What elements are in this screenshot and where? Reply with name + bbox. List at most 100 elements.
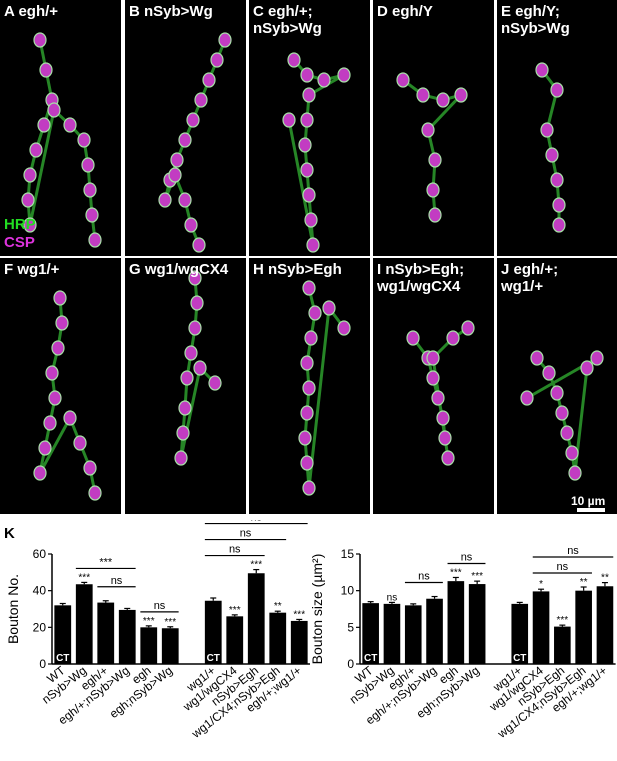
bouton [560, 425, 574, 441]
bouton [520, 390, 534, 406]
bouton [438, 430, 452, 446]
bouton [188, 270, 202, 286]
comparison-label: ns [154, 600, 166, 612]
bar [404, 605, 422, 664]
nmj-image [174, 270, 222, 466]
bouton [552, 197, 566, 213]
bouton [29, 142, 43, 158]
y-tick-label: 40 [33, 584, 47, 598]
bouton [317, 72, 331, 88]
bouton [298, 430, 312, 446]
micrograph-panel-e: E egh/Y; nSyb>Wg [497, 0, 617, 256]
panel-label-k: K [4, 525, 15, 542]
bouton [178, 400, 192, 416]
bouton [535, 62, 549, 78]
bouton [542, 365, 556, 381]
bouton [23, 167, 37, 183]
bouton [178, 192, 192, 208]
bouton [421, 122, 435, 138]
hrp-label: HRP [4, 216, 36, 233]
bouton [428, 152, 442, 168]
bouton [300, 162, 314, 178]
bouton [202, 72, 216, 88]
nmj-image [535, 62, 566, 233]
bouton [208, 375, 222, 391]
bouton [300, 112, 314, 128]
bouton [287, 52, 301, 68]
significance-label: * [539, 579, 543, 590]
bouton [441, 450, 455, 466]
micrograph-panel-d: D egh/Y [373, 0, 494, 256]
bar [247, 573, 265, 664]
bouton [158, 192, 172, 208]
comparison-label: ns [240, 528, 252, 540]
bouton [186, 112, 200, 128]
bouton [33, 32, 47, 48]
y-tick-label: 60 [33, 547, 47, 561]
ct-label: CT [364, 653, 377, 664]
bouton [170, 152, 184, 168]
significance-label: *** [557, 615, 569, 626]
micrograph-panel-h: H nSyb>Egh [249, 258, 370, 514]
bouton [304, 212, 318, 228]
micrograph-panel-j: J egh/+; wg1/+ 10 µm [497, 258, 617, 514]
comparison-label: ns [461, 551, 473, 563]
bouton [568, 465, 582, 481]
micrograph-panel-g: G wg1/wgCX4 [125, 258, 246, 514]
panel-label: H nSyb>Egh [253, 261, 342, 278]
panel-label: G wg1/wgCX4 [129, 261, 229, 278]
significance-label: *** [471, 571, 483, 582]
panel-label: C egh/+; nSyb>Wg [253, 3, 322, 37]
csp-label: CSP [4, 234, 35, 251]
nmj-image [33, 290, 102, 501]
micrograph-panel-f: F wg1/+ [0, 258, 121, 514]
bar [118, 609, 136, 664]
ct-label: CT [207, 653, 220, 664]
bar [54, 605, 72, 664]
bar [447, 581, 465, 664]
bouton [38, 440, 52, 456]
bouton [176, 425, 190, 441]
comparison-label: *** [99, 556, 113, 568]
bouton [73, 435, 87, 451]
bouton [306, 237, 320, 253]
bouton [461, 320, 475, 336]
panel-label: A egh/+ [4, 3, 59, 20]
y-axis-label: Bouton size (µm²) [309, 554, 325, 665]
bouton [190, 295, 204, 311]
bouton [436, 92, 450, 108]
bouton [545, 147, 559, 163]
bouton [180, 370, 194, 386]
comparison-label: ns [250, 520, 262, 524]
y-tick-label: 0 [347, 657, 354, 671]
bouton [300, 405, 314, 421]
bouton [48, 390, 62, 406]
panel-label: B nSyb>Wg [129, 3, 213, 20]
micrograph-panel-a: A egh/+ HRP CSP [0, 0, 121, 256]
bouton [540, 122, 554, 138]
bouton [184, 345, 198, 361]
comparison-label: ns [567, 545, 579, 557]
bouton [21, 192, 35, 208]
nmj-image [520, 350, 604, 481]
bar [290, 620, 308, 664]
bouton [322, 300, 336, 316]
bouton [282, 112, 296, 128]
bouton [33, 465, 47, 481]
bouton [302, 280, 316, 296]
bouton [454, 87, 468, 103]
y-tick-label: 5 [347, 620, 354, 634]
bouton [53, 290, 67, 306]
bouton [193, 360, 207, 376]
bar [97, 602, 115, 664]
significance-label: *** [450, 567, 462, 578]
bouton [63, 117, 77, 133]
bar [511, 603, 529, 664]
bouton [218, 32, 232, 48]
bouton [300, 67, 314, 83]
significance-label: ** [580, 577, 588, 588]
bouton [174, 450, 188, 466]
bouton [308, 305, 322, 321]
bouton [590, 350, 604, 366]
